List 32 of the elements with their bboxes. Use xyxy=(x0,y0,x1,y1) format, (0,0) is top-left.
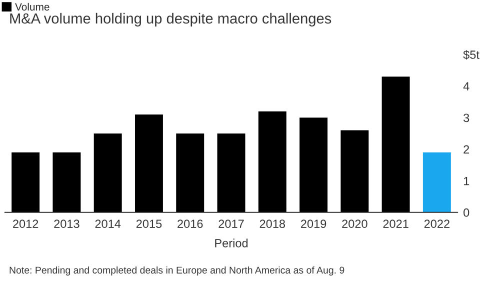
x-tick-label: 2015 xyxy=(136,220,162,228)
y-tick-label: 1 xyxy=(464,176,470,186)
x-axis-title: Period xyxy=(215,238,248,248)
x-tick-label: 2021 xyxy=(383,220,408,228)
y-tick-label: $5t xyxy=(463,50,480,60)
bar xyxy=(300,118,328,212)
y-tick-label: 2 xyxy=(464,145,470,154)
bar xyxy=(134,114,163,212)
legend-label: Volume xyxy=(15,2,50,11)
x-tick-label: 2012 xyxy=(13,220,38,228)
bar xyxy=(94,133,122,212)
bar xyxy=(52,152,81,212)
x-tick-label: 2014 xyxy=(95,220,121,228)
bar xyxy=(422,152,451,212)
bar xyxy=(258,111,286,212)
x-tick-label: 2013 xyxy=(54,220,80,228)
text: Note: Pending and completed deals in Europe and North America as of Aug. 9 xyxy=(10,266,344,276)
bar xyxy=(217,133,246,212)
y-tick-label: 0 xyxy=(464,208,470,217)
x-tick-label: 2016 xyxy=(178,220,203,228)
bar xyxy=(176,133,204,212)
x-tick-label: 2019 xyxy=(300,220,326,228)
bar xyxy=(12,152,40,212)
bar xyxy=(382,76,410,212)
y-tick-label: 3 xyxy=(464,114,470,122)
bar xyxy=(340,130,369,212)
x-tick-label: 2017 xyxy=(218,220,244,228)
y-tick-label: 4 xyxy=(463,82,470,90)
x-tick-label: 2018 xyxy=(260,220,286,228)
x-tick-label: 2022 xyxy=(424,220,450,228)
chart-title: M&A volume holding up despite macro challenges xyxy=(10,12,332,27)
x-tick-label: 2020 xyxy=(342,220,368,228)
